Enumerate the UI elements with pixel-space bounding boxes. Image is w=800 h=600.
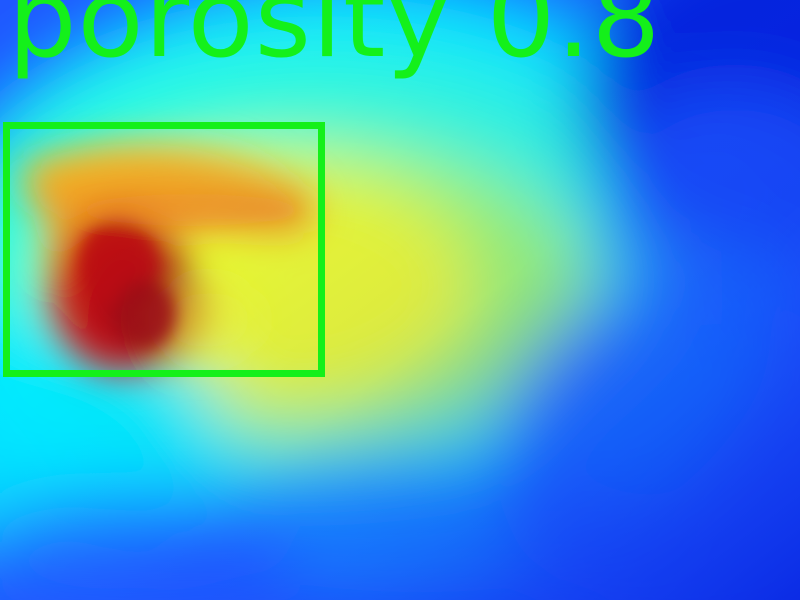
image-frame: porosity 0.8 [0, 0, 800, 600]
porosity-heatmap [0, 0, 800, 600]
heatmap-shading [0, 0, 800, 600]
